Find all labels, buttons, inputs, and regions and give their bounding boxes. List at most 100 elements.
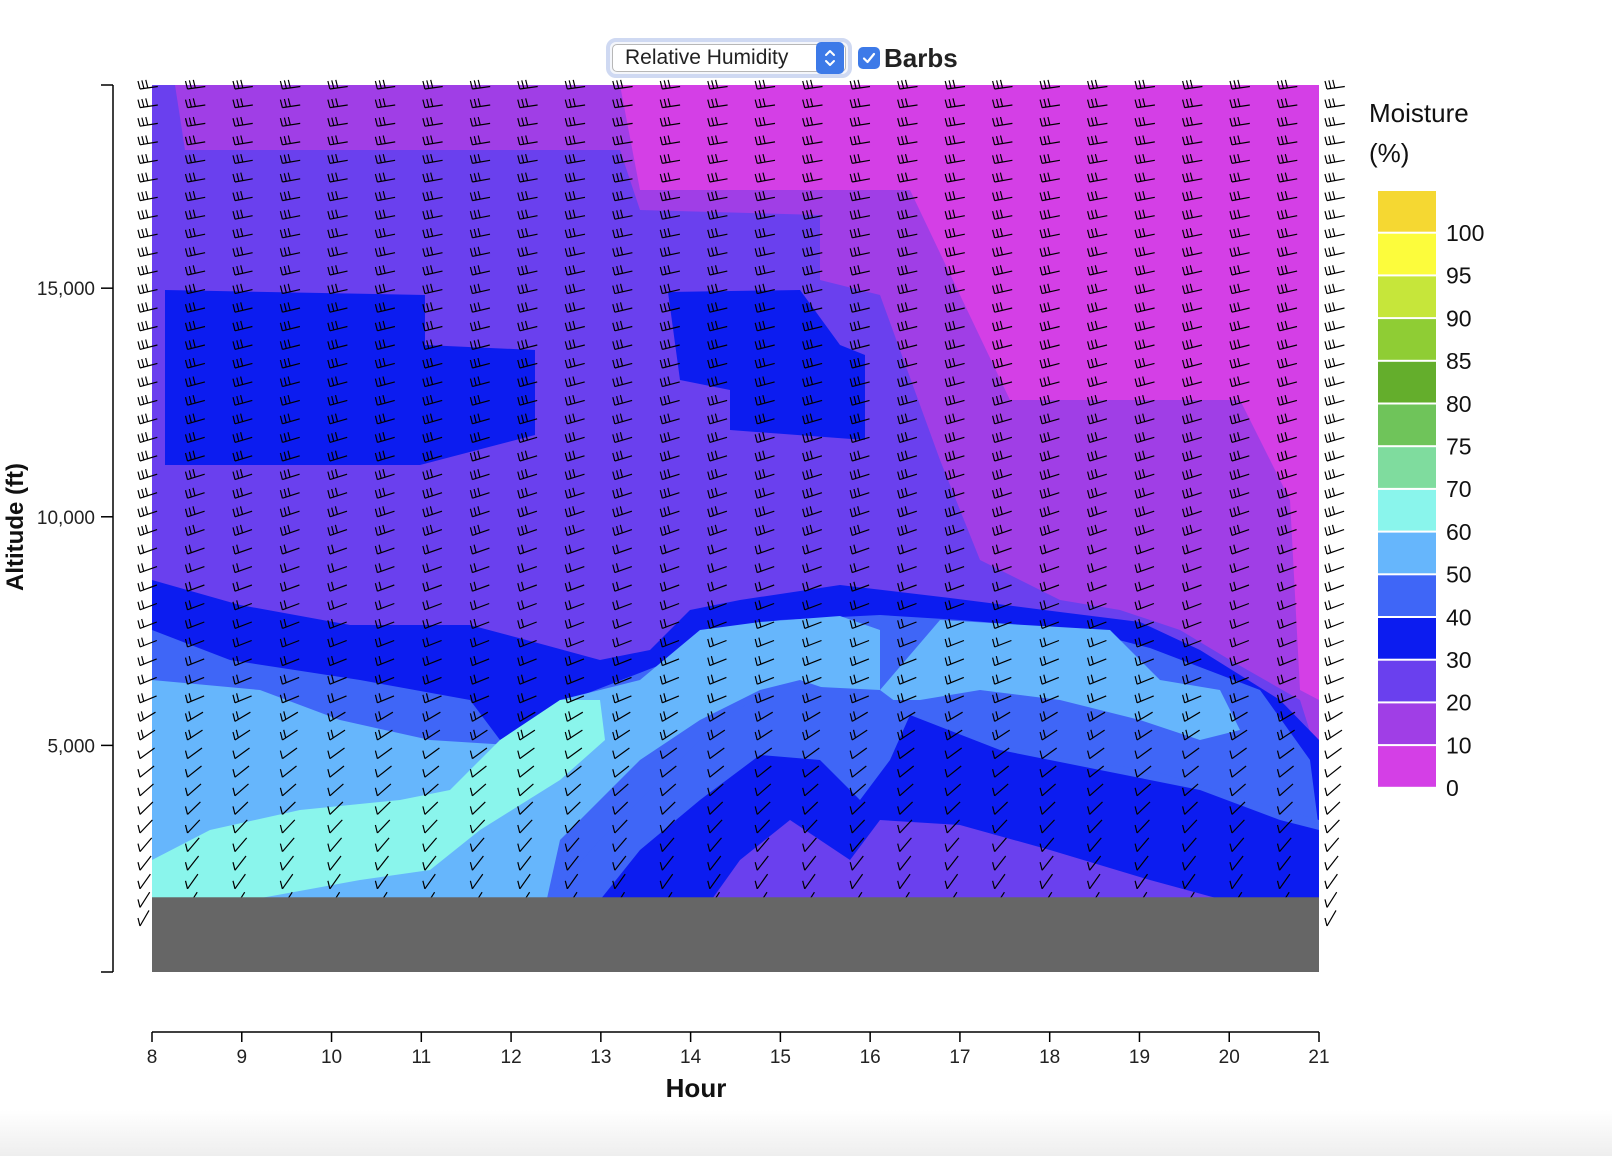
wind-barb bbox=[1276, 693, 1297, 704]
wind-barb-flag bbox=[612, 80, 616, 90]
wind-barb bbox=[1087, 469, 1107, 481]
wind-barb bbox=[707, 302, 728, 313]
wind-barb-flag bbox=[374, 843, 378, 852]
wind-barb-flag bbox=[853, 637, 857, 646]
barbs-checkbox[interactable] bbox=[858, 47, 880, 69]
wind-barb-flag bbox=[335, 320, 339, 330]
wind-barb bbox=[1134, 837, 1150, 852]
wind-barb bbox=[897, 674, 917, 685]
wind-barb bbox=[1039, 339, 1060, 350]
wind-barb-flag bbox=[659, 118, 663, 127]
wind-barb-flag bbox=[279, 397, 283, 406]
wind-barb bbox=[802, 600, 822, 611]
wind-barb-flag bbox=[944, 99, 948, 108]
wind-barb-flag bbox=[900, 581, 904, 590]
wind-barb-flag bbox=[572, 376, 576, 385]
wind-barb-staff bbox=[899, 492, 917, 499]
wind-barb-flag bbox=[754, 583, 758, 592]
wind-barb-flag bbox=[952, 413, 956, 422]
wind-barb-flag bbox=[1090, 191, 1095, 201]
wind-barb-flag bbox=[232, 80, 236, 90]
wind-barb-flag bbox=[900, 507, 904, 516]
wind-barb-flag bbox=[802, 397, 806, 406]
wind-barb-staff bbox=[1231, 399, 1250, 406]
wind-barb-staff bbox=[709, 873, 721, 890]
wind-barb-flag bbox=[948, 80, 952, 89]
wind-barb bbox=[1087, 450, 1107, 462]
wind-barb-staff bbox=[139, 362, 158, 369]
variable-select[interactable]: Relative Humidity bbox=[612, 42, 846, 74]
wind-barb-staff bbox=[1136, 729, 1153, 741]
wind-barb-flag bbox=[711, 395, 715, 405]
wind-barb-flag bbox=[1090, 395, 1094, 405]
wind-barb-flag bbox=[802, 564, 806, 573]
wind-barb bbox=[754, 711, 774, 722]
wind-barb bbox=[517, 394, 538, 406]
wind-barb-staff bbox=[424, 418, 443, 425]
wind-barb-flag bbox=[188, 136, 192, 145]
wind-barb bbox=[1039, 544, 1060, 555]
wind-barb-flag bbox=[995, 451, 999, 460]
wind-barb bbox=[612, 655, 632, 667]
wind-barb bbox=[1039, 693, 1059, 704]
wind-barb-flag bbox=[952, 228, 956, 237]
wind-barb-flag bbox=[901, 247, 905, 256]
wind-barb-flag bbox=[1047, 487, 1051, 496]
wind-barb-flag bbox=[236, 173, 240, 182]
wind-barb-staff bbox=[709, 344, 728, 350]
wind-barb bbox=[469, 637, 490, 648]
wind-barb-staff bbox=[234, 695, 252, 704]
wind-barb-flag bbox=[948, 637, 952, 646]
wind-barb-flag bbox=[805, 507, 810, 516]
wind-barb-flag bbox=[1185, 321, 1189, 331]
wind-barb bbox=[374, 357, 395, 369]
wind-barb-staff bbox=[282, 215, 301, 220]
wind-barb-staff bbox=[994, 252, 1013, 257]
wind-barb bbox=[707, 600, 727, 611]
wind-barb-flag bbox=[1134, 880, 1138, 889]
wind-barb-flag bbox=[382, 394, 386, 404]
wind-barb-flag bbox=[944, 843, 948, 852]
wind-barb-staff bbox=[899, 658, 917, 667]
wind-barb-flag bbox=[1284, 506, 1288, 515]
wind-barb-staff bbox=[804, 658, 822, 667]
wind-barb bbox=[1134, 711, 1153, 722]
wind-barb bbox=[184, 487, 205, 499]
wind-barb-staff bbox=[804, 196, 823, 202]
wind-barb-flag bbox=[615, 729, 619, 738]
wind-barb-flag bbox=[564, 583, 568, 592]
wind-barb-flag bbox=[192, 302, 196, 311]
wind-barb-staff bbox=[852, 455, 870, 462]
wind-barb-flag bbox=[1134, 211, 1138, 220]
wind-barb-flag bbox=[425, 674, 430, 683]
wind-barb-flag bbox=[283, 729, 287, 738]
wind-barb-staff bbox=[1041, 270, 1060, 276]
wind-barb-flag bbox=[904, 116, 909, 126]
wind-barb-staff bbox=[424, 873, 436, 890]
wind-barb bbox=[1229, 339, 1250, 350]
wind-barb-flag bbox=[1280, 154, 1284, 163]
wind-barb bbox=[992, 655, 1012, 667]
wind-barb-flag bbox=[1039, 657, 1043, 666]
wind-barb bbox=[944, 153, 966, 164]
wind-barb-flag bbox=[809, 469, 813, 478]
wind-barb-staff bbox=[852, 566, 870, 574]
wind-barb-flag bbox=[1233, 507, 1237, 516]
wind-barb-staff bbox=[899, 639, 917, 648]
wind-barb-flag bbox=[995, 191, 1000, 201]
wind-barb-staff bbox=[472, 196, 491, 202]
wind-barb-flag bbox=[1090, 98, 1095, 108]
wind-barb-flag bbox=[995, 470, 999, 479]
wind-barb-flag bbox=[995, 284, 1000, 293]
wind-barb bbox=[327, 228, 348, 239]
wind-barb-staff bbox=[424, 783, 439, 797]
chevron-up-down-icon[interactable] bbox=[816, 42, 844, 74]
wind-barb-flag bbox=[473, 729, 477, 738]
wind-barb-flag bbox=[1229, 769, 1233, 778]
wind-barb-flag bbox=[1284, 172, 1288, 181]
wind-barb-flag bbox=[1043, 265, 1047, 275]
wind-barb-flag bbox=[422, 713, 426, 722]
wind-barb-flag bbox=[473, 154, 477, 163]
wind-barb-flag bbox=[999, 190, 1003, 200]
wind-barb-staff bbox=[567, 418, 585, 425]
